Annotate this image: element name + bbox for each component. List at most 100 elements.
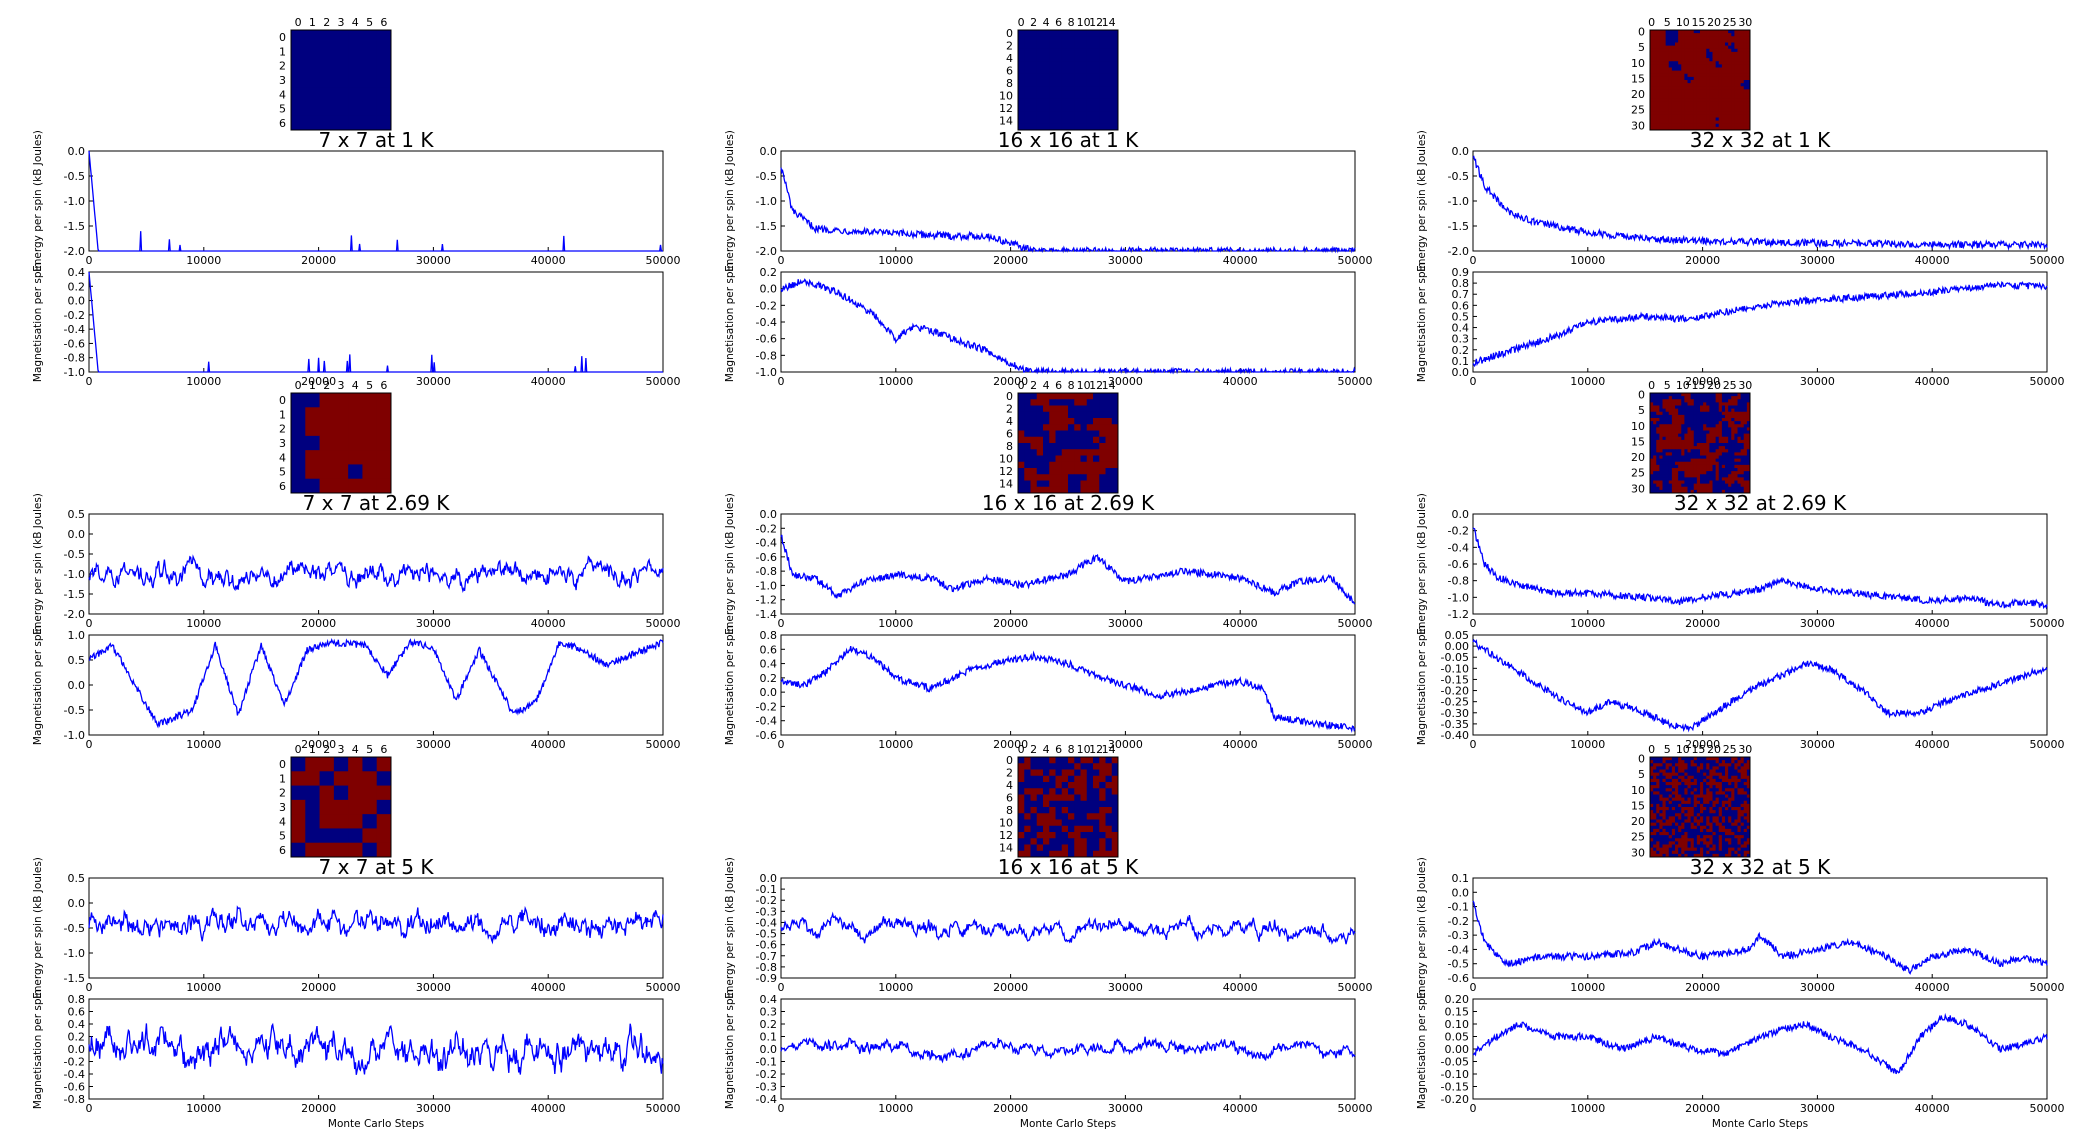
data-trace [1472,155,2048,251]
lattice-cell [1712,421,1717,425]
lattice-cell [1111,48,1119,56]
lattice-cell [1111,111,1119,118]
lattice-cell [305,101,320,117]
lattice-cell [1690,471,1695,475]
lattice-cell [1681,800,1685,805]
lattice-cell [1681,95,1685,100]
lattice-cell [1659,111,1663,115]
lattice-cell [1687,785,1692,789]
lattice-cell [1709,468,1713,472]
lattice-cell [1671,486,1676,491]
lattice-cell [1728,89,1732,93]
lattice-cell [1737,446,1742,450]
lattice-cell [1659,468,1663,472]
lattice-cell [1678,446,1682,450]
lattice-cell [1690,418,1695,422]
lattice-cell [1740,76,1745,81]
lattice-cell [1036,98,1044,106]
lattice-cell [319,757,335,772]
lattice-cell [1721,489,1726,494]
lattice-cell [1105,36,1113,43]
lattice-cell [1656,83,1660,87]
lattice-cell [1712,70,1717,75]
lattice-cell [1681,76,1685,81]
lattice-cell [1681,83,1685,87]
lattice-cell [1659,480,1663,485]
lattice-cell [1712,108,1717,112]
lattice-cell [1687,92,1692,97]
lattice-cell [1712,841,1717,845]
lattice-cell [1105,794,1113,802]
lattice-cell [1718,455,1723,460]
lattice-cell [1675,772,1679,777]
lattice-cell [1659,853,1663,858]
lattice-cell [1668,841,1673,845]
lattice-cell [1093,775,1100,783]
lattice-cell [1728,80,1732,84]
lattice-cell [1080,405,1088,413]
lattice-cell [1706,446,1710,450]
lattice-cell [1740,439,1745,444]
lattice-cell [1055,461,1063,469]
lattice-cell [1668,430,1673,435]
lattice-cell [1693,436,1698,441]
lattice-cell [1712,480,1717,485]
lattice-cell [1024,36,1031,43]
x-tick-label: 50000 [646,1102,681,1115]
lattice-cell [1049,73,1056,81]
lattice-cell [1668,411,1673,416]
lattice-cell [1712,807,1717,811]
lattice-cell [1700,841,1704,845]
lattice-cell [1650,822,1654,827]
lattice-cell [1671,89,1676,93]
lattice-cell [1675,70,1679,75]
lattice-cell [1668,847,1673,852]
lattice-cell [1715,782,1720,786]
lattice-cell [1721,393,1726,397]
lattice-cell [1675,123,1679,128]
lattice-cell [1718,766,1723,770]
x-tick-label: 40000 [1915,254,1950,267]
lattice-cell [1687,825,1692,830]
lattice-cell [1036,449,1044,456]
lattice-cell [1675,408,1679,413]
lattice-cell [1055,430,1063,438]
lattice-cell [1049,474,1056,481]
lattice-row-tick: 0 [1006,27,1013,40]
lattice-col-tick: 2 [1030,379,1037,392]
lattice-cell [1678,468,1682,472]
lattice-cell [1061,80,1069,87]
lattice-cell [1728,33,1732,37]
lattice-cell [333,799,349,815]
lattice-cell [1690,414,1695,419]
lattice-cell [1693,89,1698,93]
lattice-cell [1731,775,1735,780]
lattice-cell [1725,42,1729,47]
lattice-cell [1678,785,1682,789]
lattice-cell [1715,414,1720,419]
lattice-cell [1706,58,1710,62]
lattice-cell [1080,443,1088,450]
lattice-cell [1030,813,1038,820]
lattice-cell [1068,480,1075,488]
lattice-cell [1080,468,1088,475]
lattice-cell [1728,111,1732,115]
x-tick-label: 30000 [1800,1102,1835,1115]
lattice-cell [1111,468,1119,475]
lattice-cell [1740,101,1745,106]
lattice-cell [1687,424,1692,428]
lattice-cell [1111,30,1119,37]
lattice-cell [1671,80,1676,84]
lattice-cell [1725,120,1729,125]
lattice-cell [1743,45,1748,50]
lattice-cell [1662,785,1667,789]
lattice-cell [1737,58,1742,62]
lattice-cell [1746,788,1751,792]
lattice-cell [1678,443,1682,447]
x-tick-label: 40000 [1223,1102,1258,1115]
lattice-cell [1668,101,1673,106]
lattice-cell [1715,791,1720,795]
lattice-cell [1712,443,1717,447]
x-tick-label: 0 [1470,981,1477,994]
lattice-cell [1728,73,1732,78]
